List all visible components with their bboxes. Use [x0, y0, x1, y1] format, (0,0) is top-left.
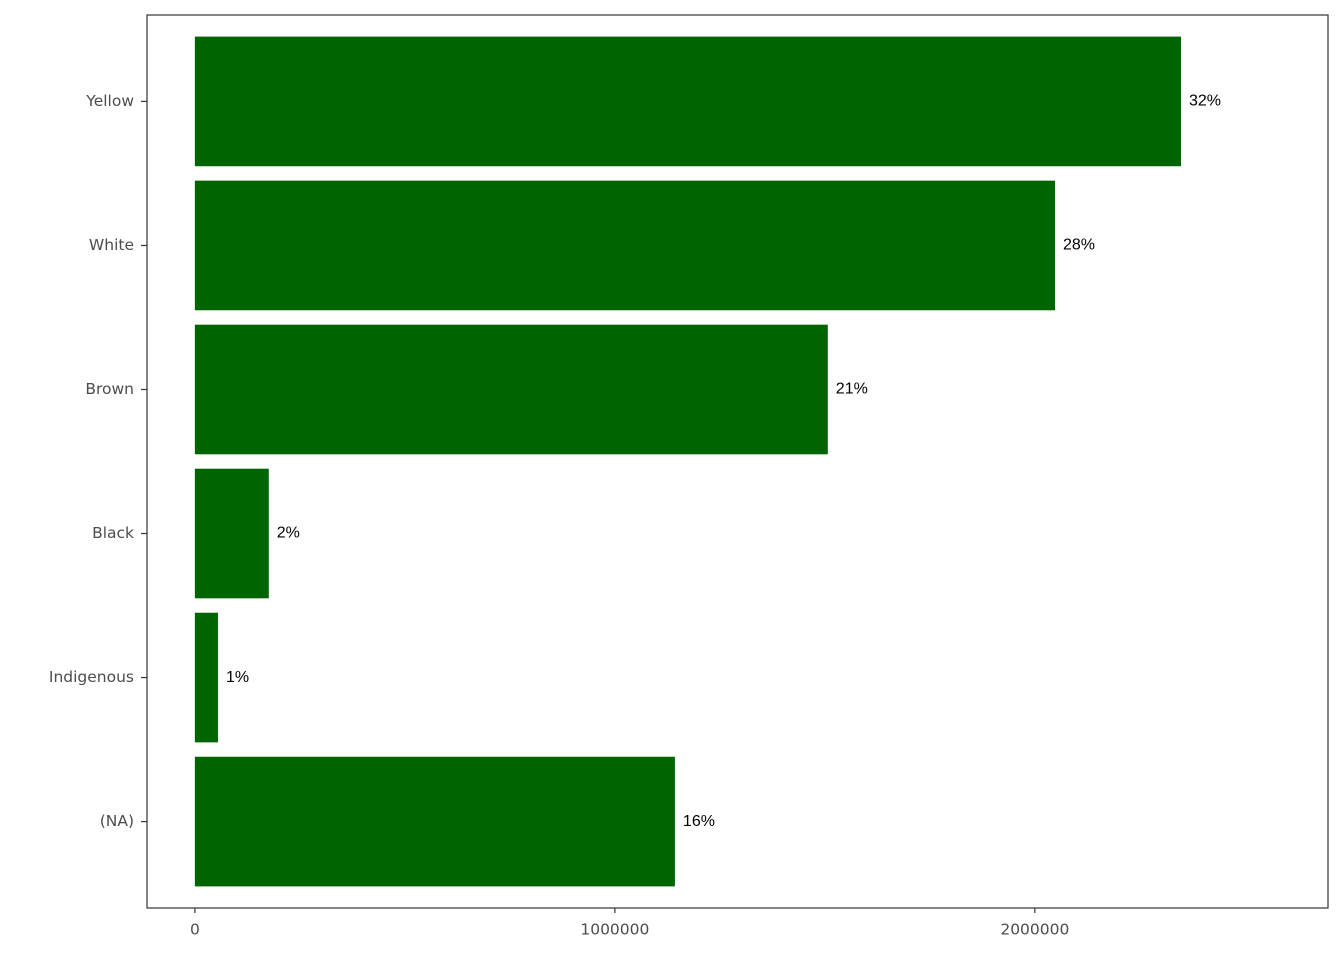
y-tick-label: Indigenous [49, 668, 134, 686]
x-tick-label: 1000000 [580, 921, 649, 939]
bar-label: 1% [226, 669, 249, 686]
y-tick-label: Brown [85, 380, 134, 398]
x-tick-label: 0 [190, 921, 200, 939]
bar [194, 756, 675, 887]
y-tick-label: Black [92, 524, 134, 542]
bar-label: 16% [683, 813, 715, 830]
panel-border [146, 14, 1329, 909]
bar [194, 468, 269, 599]
bar-label: 28% [1063, 237, 1095, 254]
y-tick-label: (NA) [100, 812, 134, 830]
bar [194, 36, 1182, 167]
bar [194, 324, 828, 455]
y-tick-label: White [89, 236, 134, 254]
bar-label: 21% [836, 381, 868, 398]
bar [194, 180, 1056, 311]
bar [194, 612, 218, 743]
x-tick-label: 2000000 [1000, 921, 1069, 939]
bar-label: 32% [1189, 93, 1221, 110]
y-tick-label: Yellow [85, 92, 134, 110]
bar-label: 2% [277, 525, 300, 542]
